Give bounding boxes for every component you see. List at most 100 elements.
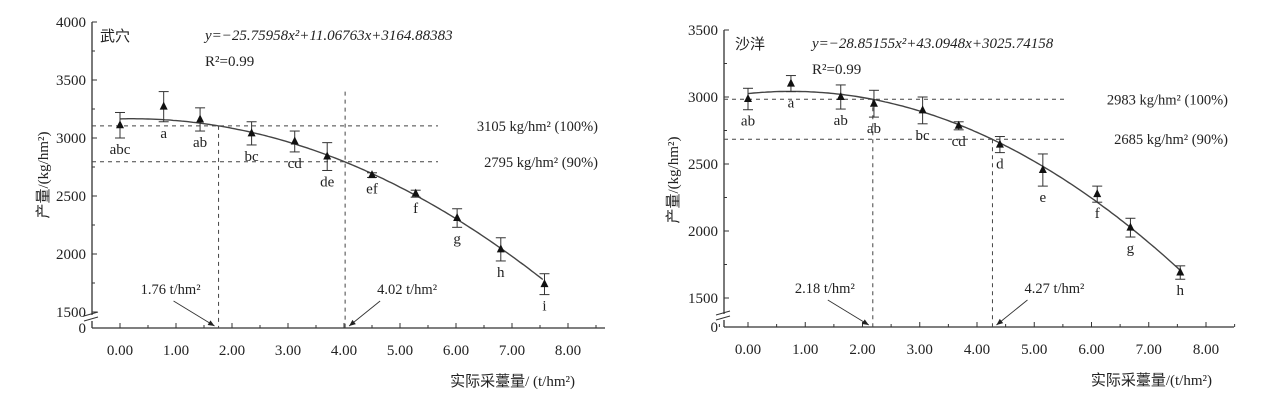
arrow-head-icon <box>207 320 215 326</box>
y-tick-label: 3000 <box>56 131 86 147</box>
data-point-triangle <box>247 128 256 137</box>
x-tick-label: 5.00 <box>1021 342 1047 358</box>
data-point-triangle <box>290 136 299 145</box>
data-point-triangle <box>1126 222 1135 231</box>
site-label: 沙洋 <box>735 36 765 53</box>
significance-label: cd <box>952 134 967 150</box>
axis-break-mark <box>83 311 99 317</box>
y-tick-label: 2500 <box>56 189 86 205</box>
axis-break-gap <box>86 315 98 321</box>
threshold-label: 2795 kg/hm² (90%) <box>484 155 598 171</box>
arrow-line <box>348 300 381 327</box>
significance-label: f <box>1095 206 1100 222</box>
significance-label: ab <box>741 114 755 130</box>
significance-label: h <box>497 265 505 281</box>
threshold-label: 2685 kg/hm² (90%) <box>1114 132 1228 148</box>
x-tick-label: 2.00 <box>219 343 245 359</box>
x-tick-label: 8.00 <box>1193 342 1219 358</box>
x-axis-label: 实际采薹量/(t/hm²) <box>1091 372 1212 389</box>
threshold-label: 3105 kg/hm² (100%) <box>477 119 598 135</box>
data-point-triangle <box>453 213 462 222</box>
data-point-triangle <box>869 98 878 107</box>
threshold-label: 2983 kg/hm² (100%) <box>1107 92 1228 108</box>
arrow-head-icon <box>861 319 869 325</box>
threshold-x-label: 4.27 t/hm² <box>1024 281 1085 297</box>
data-point-triangle <box>954 120 963 129</box>
significance-label: ab <box>193 135 207 151</box>
x-tick-label: 7.00 <box>1136 342 1162 358</box>
significance-label: cd <box>288 156 303 172</box>
y-axis-label: 产量/(kg/hm²) <box>665 137 682 224</box>
site-label: 武穴 <box>100 28 130 45</box>
data-point-triangle <box>196 114 205 123</box>
x-tick-label: 1.00 <box>163 343 189 359</box>
axis-break-gap <box>718 314 730 320</box>
data-point-triangle <box>786 78 795 87</box>
significance-label: f <box>413 201 418 217</box>
y-tick-label: 4000 <box>56 15 86 31</box>
x-tick-label: 4.00 <box>331 343 357 359</box>
significance-label: a <box>788 96 795 112</box>
y-tick-label: 1500 <box>56 305 86 321</box>
arrow-head-icon <box>996 318 1004 325</box>
x-tick-label: 7.00 <box>499 343 525 359</box>
y-tick-label: 2500 <box>688 157 718 173</box>
arrow-line <box>827 299 870 326</box>
data-point-triangle <box>995 139 1004 148</box>
regression-equation: y=−25.75958x²+11.06763x+3164.88383 <box>203 28 453 44</box>
x-tick-label: 6.00 <box>1078 342 1104 358</box>
significance-label: ab <box>867 121 881 137</box>
threshold-x-label: 1.76 t/hm² <box>141 282 202 298</box>
fitted-curve <box>747 90 1181 271</box>
r-squared: R²=0.99 <box>812 62 861 78</box>
y-tick-label-zero: 0 <box>711 320 719 336</box>
axis-break-mark <box>83 316 99 322</box>
x-tick-label: 0.00 <box>107 343 133 359</box>
significance-label: a <box>160 126 167 142</box>
data-point-triangle <box>1093 189 1102 198</box>
y-tick-label: 3500 <box>688 23 718 39</box>
arrow-line <box>173 300 215 327</box>
significance-label: bc <box>916 128 931 144</box>
significance-label: i <box>542 299 546 315</box>
x-tick-label: 0.00 <box>735 342 761 358</box>
data-point-triangle <box>411 188 420 197</box>
y-tick-label: 1500 <box>688 291 718 307</box>
x-tick-label: 5.00 <box>387 343 413 359</box>
significance-label: ef <box>366 181 378 197</box>
x-tick-label: 3.00 <box>275 343 301 359</box>
y-tick-label-zero: 0 <box>79 321 87 337</box>
x-tick-label: 8.00 <box>555 343 581 359</box>
y-tick-label: 3500 <box>56 73 86 89</box>
data-point-triangle <box>159 101 168 110</box>
threshold-x-label: 4.02 t/hm² <box>377 282 438 298</box>
x-axis-label: 实际采薹量/ (t/hm²) <box>450 373 575 390</box>
data-point-triangle <box>116 120 124 129</box>
axis-break-mark <box>715 310 731 316</box>
y-tick-label: 2000 <box>56 247 86 263</box>
significance-label: bc <box>245 149 260 165</box>
regression-equation: y=−28.85155x²+43.0948x+3025.74158 <box>810 36 1054 52</box>
data-point-triangle <box>918 105 927 114</box>
data-point-triangle <box>744 94 752 103</box>
significance-label: d <box>996 157 1004 173</box>
data-point-triangle <box>540 279 549 288</box>
data-point-triangle <box>1176 267 1185 276</box>
y-tick-label: 2000 <box>688 224 718 240</box>
axis-break-mark <box>715 315 731 321</box>
significance-label: g <box>1127 241 1135 257</box>
significance-label: e <box>1040 190 1047 206</box>
fitted-curve <box>119 118 544 281</box>
data-point-triangle <box>496 244 505 253</box>
data-point-triangle <box>1038 165 1047 174</box>
x-tick-label: 4.00 <box>964 342 990 358</box>
significance-label: h <box>1176 283 1184 299</box>
arrow-line <box>996 299 1028 326</box>
data-point-triangle <box>368 170 376 179</box>
y-tick-label: 3000 <box>688 90 718 106</box>
x-tick-label: 6.00 <box>443 343 469 359</box>
data-point-triangle <box>323 151 332 160</box>
arrow-head-icon <box>349 319 356 326</box>
